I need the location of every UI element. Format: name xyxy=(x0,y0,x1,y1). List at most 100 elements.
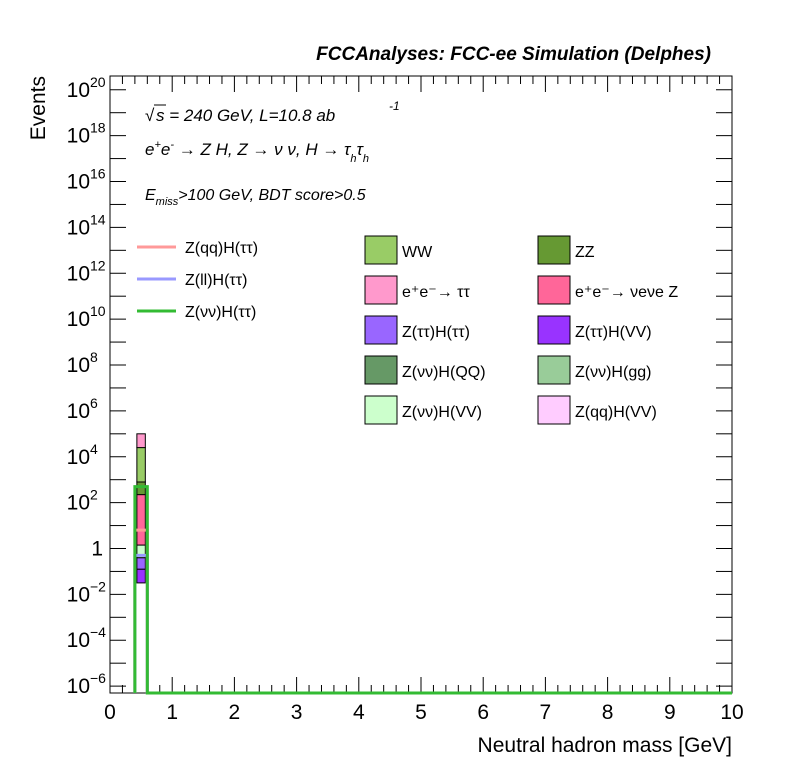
legend-bkg-label: Z(ττ)H(ττ) xyxy=(402,324,470,341)
y-tick-exponent: 4 xyxy=(90,441,98,457)
x-tick-label: 4 xyxy=(353,701,365,724)
svg-text:Emiss>100 GeV, BDT score>0.5: Emiss>100 GeV, BDT score>0.5 xyxy=(145,187,366,208)
y-tick-label: 10 xyxy=(67,675,90,698)
proc-sub2: h xyxy=(363,153,369,165)
legend-bkg-swatch xyxy=(364,275,398,305)
y-tick-label: 10 xyxy=(67,125,90,148)
cut-e: E xyxy=(145,187,156,204)
y-tick-label: 10 xyxy=(67,262,90,285)
x-tick-label: 7 xyxy=(540,701,552,724)
cut-rest: >100 GeV, BDT score>0.5 xyxy=(178,187,365,204)
signal-line xyxy=(133,553,732,695)
legend-signal-label: Z(qq)H(ττ) xyxy=(185,240,258,257)
legend-bkg-label: Z(ττ)H(VV) xyxy=(575,324,652,341)
legend-bkg-swatch xyxy=(537,355,571,385)
x-tick-label: 2 xyxy=(229,701,241,724)
x-tick-label: 10 xyxy=(720,701,743,724)
x-tick-label: 8 xyxy=(602,701,614,724)
y-tick-label: 10 xyxy=(67,583,90,606)
legend-bkg-swatch xyxy=(537,235,571,265)
proc-rest: → Z H, Z → ν ν, H → τ xyxy=(174,140,352,159)
stack-bar-segment xyxy=(136,557,146,570)
y-tick-label: 10 xyxy=(67,171,90,194)
y-tick-label: 1 xyxy=(91,537,103,560)
legend-bkg-label: Z(νν)H(gg) xyxy=(575,364,651,381)
y-tick-label: 10 xyxy=(67,216,90,239)
legend-bkg-swatch xyxy=(537,315,571,345)
signal-line xyxy=(133,485,732,695)
x-tick-label: 1 xyxy=(166,701,178,724)
y-tick-exponent: 20 xyxy=(90,74,106,90)
legend-background: WW ZZ e⁺e⁻→ ττ e⁺e⁻→ νeνe Z Z(ττ)H(ττ) Z(ττ)H… xyxy=(364,235,678,425)
x-tick-label: 5 xyxy=(415,701,427,724)
svg-text:e+e- → Z H, Z → ν ν, H → τhτ: e+e- → Z H, Z → ν ν, H → τhτh xyxy=(145,139,369,165)
cuts-annotation: Emiss>100 GeV, BDT score>0.5 xyxy=(145,187,366,208)
proc-sub1: h xyxy=(350,153,356,165)
stack-bar-segment xyxy=(136,433,146,449)
y-tick-exponent: −6 xyxy=(90,670,106,686)
y-tick-exponent: 2 xyxy=(90,487,98,503)
legend-bkg-label: Z(qq)H(VV) xyxy=(575,404,657,421)
legend-bkg-swatch xyxy=(364,235,398,265)
svg-text:√: √ xyxy=(145,106,155,125)
y-tick-label: 10 xyxy=(67,79,90,102)
y-tick-label: 10 xyxy=(67,354,90,377)
legend-bkg-swatch xyxy=(537,395,571,425)
legend-bkg-label: ZZ xyxy=(575,244,595,261)
stack-bar-segment xyxy=(136,447,146,483)
proc-plus: + xyxy=(154,139,161,151)
legend-bkg-swatch xyxy=(364,395,398,425)
legend-bkg-swatch xyxy=(364,355,398,385)
proc-e1: e xyxy=(145,140,154,159)
x-tick-label: 6 xyxy=(477,701,489,724)
proc-tau2: τ xyxy=(357,140,365,159)
y-tick-exponent: −2 xyxy=(90,578,106,594)
y-tick-exponent: 10 xyxy=(90,303,106,319)
chart-header: FCCAnalyses: FCC-ee Simulation (Delphes) xyxy=(316,44,711,65)
x-tick-label: 0 xyxy=(104,701,116,724)
legend-bkg-label: e⁺e⁻→ νeνe Z xyxy=(575,284,678,301)
legend-bkg-label: WW xyxy=(402,244,433,261)
proc-e2: e xyxy=(161,140,170,159)
y-tick-exponent: 12 xyxy=(90,257,106,273)
legend-bkg-label: Z(νν)H(QQ) xyxy=(402,364,486,381)
proc-minus: - xyxy=(170,139,174,151)
legend-bkg-swatch xyxy=(537,275,571,305)
x-axis-label: Neutral hadron mass [GeV] xyxy=(478,734,732,757)
y-tick-exponent: 14 xyxy=(90,211,106,227)
stack-bar-segment xyxy=(136,568,146,584)
legend-bkg-swatch xyxy=(364,315,398,345)
x-axis-ticks: 0 1 2 3 4 5 6 7 8 9 10 xyxy=(104,76,744,724)
y-tick-label: 10 xyxy=(67,446,90,469)
y-tick-exponent: 6 xyxy=(90,395,98,411)
y-axis-label: Events xyxy=(27,76,50,140)
y-tick-exponent: −4 xyxy=(90,624,106,640)
y-tick-label: 10 xyxy=(67,492,90,515)
stack-bar-segment xyxy=(136,481,146,496)
lumi-unit-sup: -1 xyxy=(389,99,400,113)
x-tick-label: 9 xyxy=(664,701,676,724)
y-tick-label: 10 xyxy=(67,308,90,331)
stack-bar-segment xyxy=(136,494,146,546)
y-tick-exponent: 18 xyxy=(90,120,106,136)
energy-lumi-annotation: √ s = 240 GeV, L=10.8 ab -1 xyxy=(145,99,400,125)
y-tick-label: 10 xyxy=(67,400,90,423)
y-tick-exponent: 16 xyxy=(90,166,106,182)
sqrt-symbol: √ xyxy=(145,106,155,125)
legend-signal-label: Z(νν)H(ττ) xyxy=(185,304,256,321)
process-annotation: e+e- → Z H, Z → ν ν, H → τhτh xyxy=(145,139,369,165)
plot-frame xyxy=(109,75,733,694)
legend-bkg-label: e⁺e⁻→ ττ xyxy=(402,284,470,301)
x-tick-label: 3 xyxy=(291,701,303,724)
histogram-bars xyxy=(133,433,732,695)
legend-signal: Z(qq)H(ττ) Z(ll)H(ττ) Z(νν)H(ττ) xyxy=(137,240,258,321)
legend-bkg-label: Z(νν)H(VV) xyxy=(402,404,482,421)
y-tick-exponent: 8 xyxy=(90,349,98,365)
cut-sub: miss xyxy=(156,196,179,208)
signal-line xyxy=(133,528,732,695)
y-tick-label: 10 xyxy=(67,629,90,652)
legend-signal-label: Z(ll)H(ττ) xyxy=(185,272,247,289)
energy-lumi-text: s = 240 GeV, L=10.8 ab xyxy=(156,106,335,125)
